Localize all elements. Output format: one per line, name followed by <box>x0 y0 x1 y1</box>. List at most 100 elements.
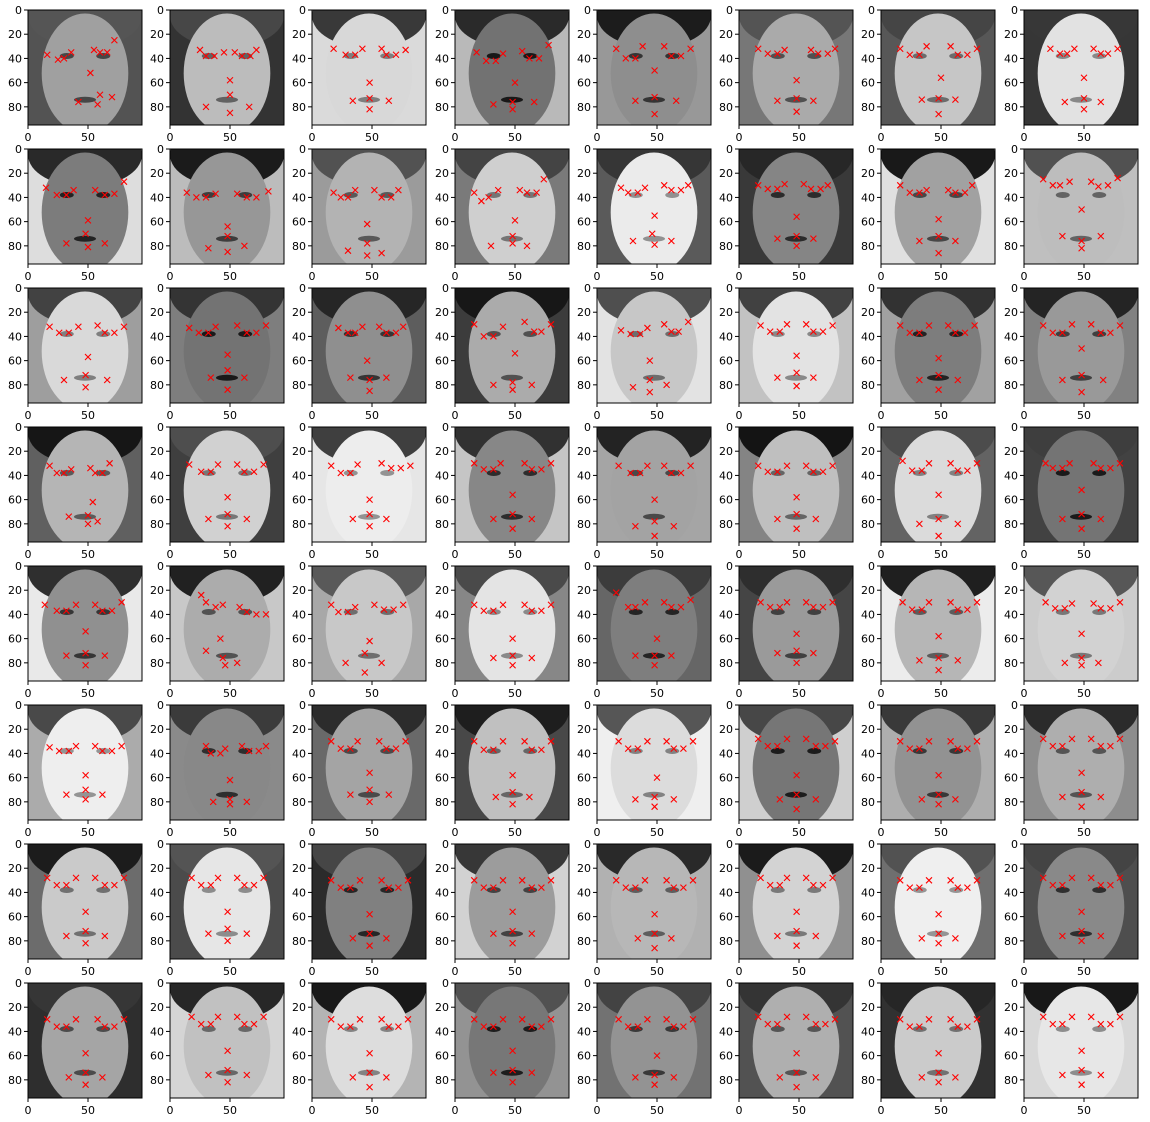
y-tick-label: 0 <box>15 282 22 295</box>
y-tick-label: 60 <box>150 355 164 368</box>
keypoint-marker <box>617 184 625 192</box>
keypoint-marker <box>371 186 378 194</box>
y-tick-label: 60 <box>577 77 591 90</box>
eye-shape <box>807 748 822 754</box>
keypoint-marker <box>1078 661 1085 669</box>
keypoint-marker <box>499 737 507 745</box>
keypoint-marker <box>390 606 397 613</box>
keypoint-marker <box>337 745 345 752</box>
eye-shape <box>665 192 680 198</box>
y-tick-label: 20 <box>435 584 449 597</box>
keypoint-marker <box>660 462 668 470</box>
keypoint-marker <box>342 51 349 59</box>
keypoint-marker <box>253 329 260 337</box>
y-tick-label: 40 <box>150 330 164 343</box>
keypoint-marker <box>1080 74 1088 82</box>
keypoint-marker <box>91 742 99 750</box>
x-tick-label: 0 <box>594 826 601 839</box>
keypoint-marker <box>207 750 215 757</box>
keypoint-marker <box>499 1015 507 1023</box>
face-image <box>1024 566 1138 681</box>
y-tick-label: 60 <box>435 77 449 90</box>
keypoint-marker <box>470 737 478 745</box>
face-shape <box>41 13 129 125</box>
axes-frame <box>738 426 854 543</box>
keypoint-marker <box>1097 329 1105 337</box>
mouth-shape <box>501 791 523 798</box>
y-tick-label: 20 <box>292 445 306 458</box>
eye-shape <box>201 887 216 893</box>
keypoint-marker <box>793 94 800 102</box>
y-tick-label: 20 <box>861 584 875 597</box>
keypoint-marker <box>250 468 258 476</box>
y-tick-label: 0 <box>1011 4 1018 17</box>
face-image <box>881 983 995 1098</box>
x-tick-label: 0 <box>1021 270 1028 283</box>
y-tick-label: 0 <box>157 4 164 17</box>
keypoint-marker <box>528 746 536 754</box>
keypoint-marker <box>651 212 658 219</box>
y-tick-label: 80 <box>8 518 22 531</box>
keypoint-marker <box>896 45 904 53</box>
keypoint-marker <box>188 874 195 882</box>
mouth-shape <box>501 930 523 937</box>
keypoint-marker <box>70 186 77 194</box>
keypoint-marker <box>1090 600 1097 607</box>
keypoint-marker <box>918 606 926 613</box>
x-tick-label: 0 <box>736 826 743 839</box>
keypoint-marker <box>935 94 942 102</box>
mouth-shape <box>1070 374 1092 381</box>
keypoint-marker <box>224 908 231 916</box>
keypoint-marker <box>366 376 373 384</box>
keypoint-marker <box>651 518 658 525</box>
keypoint-marker <box>233 1013 241 1021</box>
y-tick-label: 0 <box>442 560 449 573</box>
axes-frame <box>880 287 996 404</box>
x-tick-label: 50 <box>223 1104 237 1117</box>
keypoint-marker <box>366 786 373 794</box>
x-tick-label: 0 <box>452 270 459 283</box>
x-tick-label: 0 <box>878 131 885 144</box>
keypoint-marker <box>764 185 772 193</box>
eye-shape <box>1092 887 1107 893</box>
keypoint-marker <box>499 601 507 609</box>
keypoint-marker <box>1078 654 1085 662</box>
keypoint-marker <box>347 745 354 752</box>
keypoint-marker <box>361 669 369 676</box>
axes-frame <box>27 148 143 265</box>
keypoint-marker <box>629 383 637 391</box>
x-tick-label: 0 <box>309 826 316 839</box>
keypoint-marker <box>651 93 658 101</box>
keypoint-marker <box>356 876 364 884</box>
keypoint-marker <box>91 186 99 194</box>
keypoint-marker <box>1061 659 1069 667</box>
face-shape <box>183 13 271 125</box>
keypoint-marker <box>935 232 942 240</box>
face-image <box>28 10 142 125</box>
eye-shape <box>949 887 964 893</box>
keypoint-marker <box>783 462 791 470</box>
keypoint-marker <box>1066 178 1073 186</box>
keypoint-marker <box>482 57 490 65</box>
x-tick-label: 0 <box>25 1104 32 1117</box>
keypoint-marker <box>908 467 916 474</box>
face-image <box>881 149 995 264</box>
keypoint-marker <box>378 876 385 884</box>
keypoint-marker <box>347 374 354 381</box>
keypoint-marker <box>1087 874 1095 882</box>
keypoint-marker <box>1078 371 1085 379</box>
x-tick-label: 50 <box>792 687 806 700</box>
keypoint-marker <box>499 50 507 57</box>
keypoint-marker <box>511 217 519 224</box>
y-tick-label: 40 <box>150 52 164 65</box>
keypoint-marker <box>1061 604 1069 612</box>
y-tick-label: 40 <box>435 1025 449 1038</box>
keypoint-marker <box>651 930 658 937</box>
keypoint-marker <box>612 589 620 597</box>
keypoint-marker <box>65 513 73 520</box>
keypoint-marker <box>327 876 335 884</box>
